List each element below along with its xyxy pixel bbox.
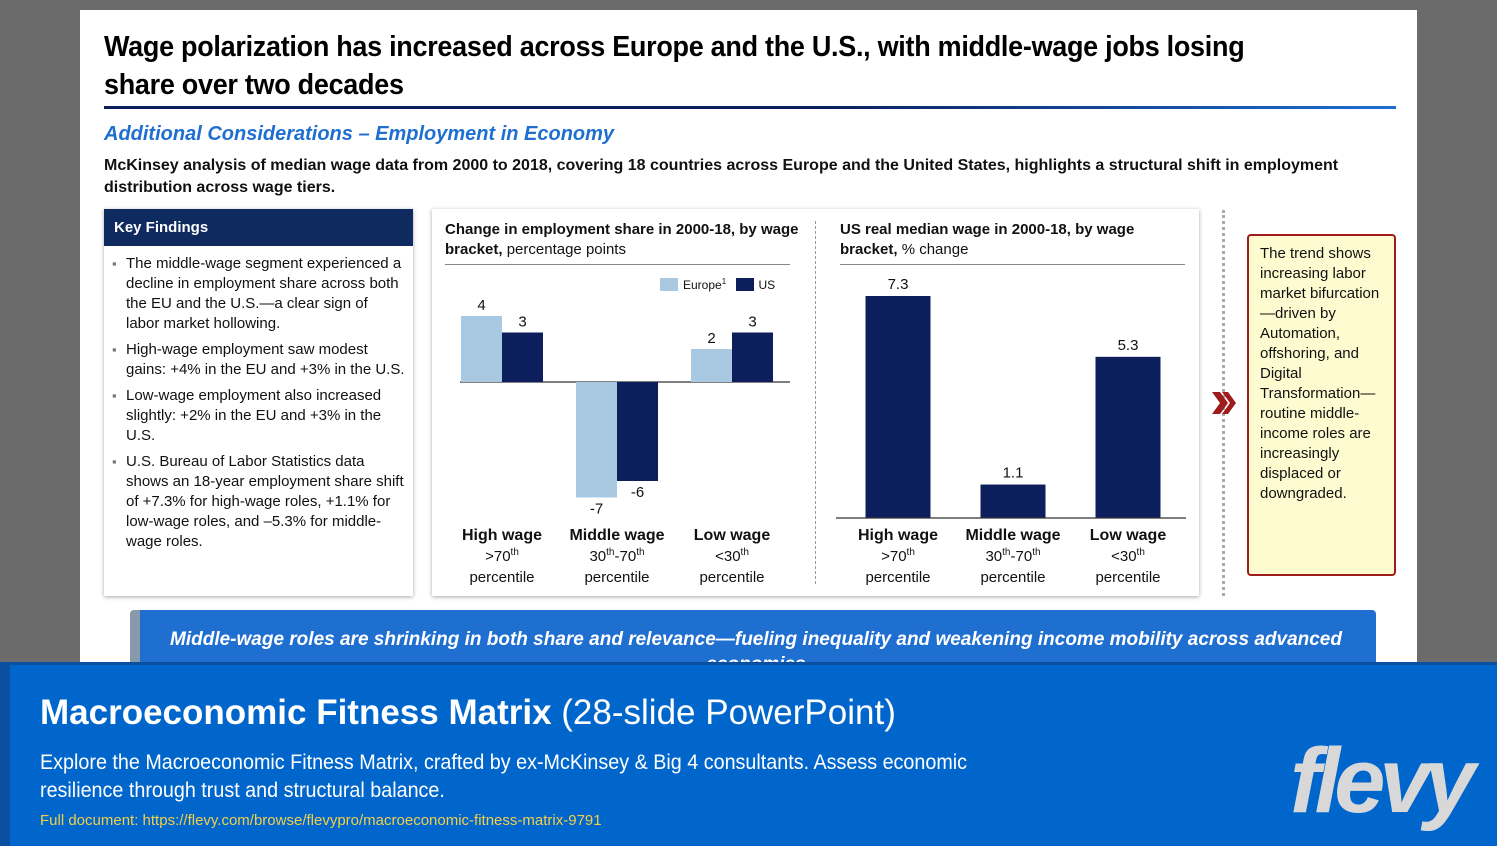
bar-europe <box>691 349 732 382</box>
chart2-svg: 7.3 1.1 5.3 High wage >70th percentile Middle … <box>836 276 1186 586</box>
bar-us <box>980 484 1046 518</box>
bar-value-label: -6 <box>631 484 644 501</box>
flevy-logo: flevy <box>1290 730 1476 832</box>
chevron-right-icon <box>1212 392 1236 414</box>
key-finding-item: High-wage employment saw modest gains: +… <box>112 340 405 380</box>
legend-label-europe: Europe <box>683 278 722 292</box>
chart2-title-bold: US real median wage in 2000-18, by wage … <box>840 221 1135 258</box>
chart2-title-rule <box>840 264 1185 265</box>
title-rule <box>104 106 1396 109</box>
footer-title-rest: (28-slide PowerPoint) <box>551 693 896 732</box>
promo-footer: Macroeconomic Fitness Matrix (28-slide P… <box>0 662 1497 846</box>
bar-us <box>1095 356 1161 518</box>
category-label: High wage <box>858 527 938 544</box>
bar-value-label: 3 <box>748 314 756 331</box>
category-percentile-label: percentile <box>584 569 649 586</box>
trend-callout: The trend shows increasing labor market … <box>1247 234 1396 576</box>
bar-value-label: 2 <box>707 330 715 347</box>
key-finding-item: Low-wage employment also increased sligh… <box>112 386 405 446</box>
bar-value-label: 5.3 <box>1118 337 1139 354</box>
chart1-title-rule <box>445 264 790 265</box>
slide-title: Wage polarization has increased across E… <box>104 31 1245 101</box>
bar-us <box>865 296 931 518</box>
chart1-title: Change in employment share in 2000-18, b… <box>445 220 805 260</box>
category-range-label: <30th <box>1111 547 1145 565</box>
footer-description: Explore the Macroeconomic Fitness Matrix… <box>40 751 968 802</box>
legend-footnote-marker: 1 <box>721 277 727 286</box>
footer-document-link[interactable]: Full document: https://flevy.com/browse/… <box>40 812 602 829</box>
footer-title: Macroeconomic Fitness Matrix (28-slide P… <box>40 691 896 735</box>
bar-value-label: 7.3 <box>888 276 909 293</box>
chart1-title-rest: percentage points <box>502 241 626 258</box>
category-label: Middle wage <box>965 527 1060 544</box>
chart1-title-bold: Change in employment share in 2000-18, b… <box>445 221 799 258</box>
bar-value-label: 1.1 <box>1003 465 1024 482</box>
intro-text: McKinsey analysis of median wage data fr… <box>104 157 1339 196</box>
chart1-svg: 4 3 -7 -6 2 3 High wage >70th percentile Middle w… <box>460 297 790 586</box>
chart2-title-rest: % change <box>897 241 969 258</box>
legend-item-europe: Europe1 <box>660 277 727 292</box>
chart2-title: US real median wage in 2000-18, by wage … <box>840 220 1190 260</box>
bar-value-label: 3 <box>518 314 526 331</box>
category-label: Middle wage <box>569 527 664 544</box>
bar-value-label: 4 <box>477 297 485 314</box>
category-label: High wage <box>462 527 542 544</box>
category-range-label: <30th <box>715 547 749 565</box>
bar-us <box>617 382 658 481</box>
category-range-label: 30th-70th <box>589 547 644 565</box>
footer-title-bold: Macroeconomic Fitness Matrix <box>40 693 552 732</box>
category-range-label: 30th-70th <box>985 547 1040 565</box>
key-findings-panel: Key Findings The middle-wage segment exp… <box>104 209 413 596</box>
chart-divider <box>815 221 816 584</box>
charts-panel: Change in employment share in 2000-18, b… <box>432 209 1199 596</box>
footer-left-border <box>0 665 10 846</box>
category-label: Low wage <box>1090 527 1167 544</box>
slide-subtitle: Additional Considerations – Employment i… <box>104 123 615 145</box>
legend-swatch-us <box>735 278 754 291</box>
category-percentile-label: percentile <box>865 569 930 586</box>
key-finding-item: U.S. Bureau of Labor Statistics data sho… <box>112 452 405 552</box>
key-finding-item: The middle-wage segment experienced a de… <box>112 254 405 334</box>
category-percentile-label: percentile <box>980 569 1045 586</box>
bar-us <box>502 332 543 382</box>
category-percentile-label: percentile <box>469 569 534 586</box>
chart1-legend: Europe1 US <box>654 277 775 292</box>
conclusion-banner: Middle-wage roles are shrinking in both … <box>130 610 1376 670</box>
category-label: Low wage <box>694 527 771 544</box>
key-findings-heading: Key Findings <box>104 209 413 246</box>
category-range-label: >70th <box>881 547 915 565</box>
bar-us <box>732 332 773 382</box>
category-range-label: >70th <box>485 547 519 565</box>
category-percentile-label: percentile <box>1095 569 1160 586</box>
legend-item-us: US <box>735 278 776 292</box>
bar-europe <box>576 382 617 498</box>
key-findings-list: The middle-wage segment experienced a de… <box>104 254 413 552</box>
bar-value-label: -7 <box>590 501 603 518</box>
legend-swatch-europe <box>660 278 678 291</box>
slide: Wage polarization has increased across E… <box>80 10 1417 670</box>
legend-label-us: US <box>758 278 776 292</box>
category-percentile-label: percentile <box>699 569 764 586</box>
bar-europe <box>461 316 502 382</box>
